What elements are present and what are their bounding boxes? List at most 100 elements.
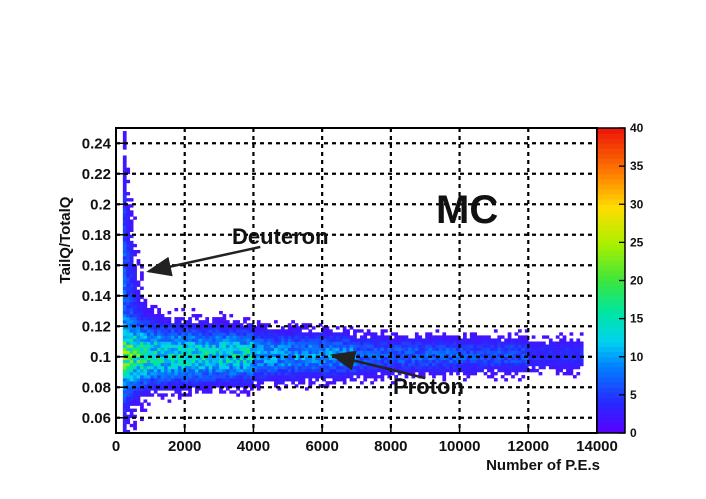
- heatmap-cell: [236, 359, 240, 364]
- heatmap-cell: [545, 362, 550, 367]
- heatmap-cell: [205, 362, 210, 367]
- heatmap-cell: [122, 234, 127, 239]
- heatmap-cell: [507, 362, 512, 367]
- heatmap-cell: [342, 375, 347, 379]
- heatmap-cell: [126, 283, 131, 287]
- heatmap-cell: [201, 381, 206, 385]
- heatmap-cell: [349, 335, 354, 339]
- heatmap-cell: [243, 338, 247, 342]
- heatmap-cell: [366, 350, 371, 354]
- heatmap-cell: [298, 362, 302, 367]
- heatmap-cell: [167, 311, 172, 315]
- heatmap-cell: [566, 372, 570, 376]
- heatmap-cell: [160, 314, 165, 318]
- heatmap-cell: [133, 301, 137, 306]
- heatmap-cell: [511, 350, 515, 354]
- heatmap-cell: [263, 375, 268, 379]
- heatmap-cell: [425, 344, 429, 348]
- colorbar-segment: [597, 168, 625, 175]
- heatmap-cell: [514, 372, 519, 376]
- heatmap-cell: [122, 326, 127, 330]
- heatmap-cell: [136, 402, 141, 406]
- heatmap-cell: [208, 344, 213, 348]
- heatmap-cell: [122, 408, 127, 412]
- heatmap-cell: [329, 347, 333, 351]
- heatmap-cell: [459, 359, 464, 364]
- heatmap-cell: [542, 344, 546, 348]
- heatmap-cell: [274, 378, 278, 382]
- heatmap-cell: [201, 338, 206, 342]
- heatmap-cell: [287, 359, 292, 364]
- heatmap-cell: [504, 338, 508, 342]
- heatmap-cell: [167, 381, 172, 385]
- heatmap-cell: [414, 344, 419, 348]
- heatmap-cell: [356, 350, 361, 354]
- heatmap-cell: [397, 350, 402, 354]
- heatmap-cell: [548, 362, 553, 367]
- heatmap-cell: [126, 213, 131, 217]
- heatmap-cell: [243, 320, 247, 324]
- heatmap-cell: [143, 362, 148, 367]
- heatmap-cell: [225, 375, 230, 379]
- heatmap-cell: [157, 332, 161, 336]
- heatmap-cell: [129, 378, 134, 382]
- heatmap-cell: [164, 341, 168, 345]
- heatmap-cell: [304, 332, 309, 336]
- heatmap-cell: [442, 341, 447, 345]
- heatmap-cell: [280, 335, 285, 339]
- heatmap-cell: [143, 314, 148, 318]
- heatmap-cell: [435, 338, 440, 342]
- heatmap-cell: [380, 372, 385, 376]
- heatmap-cell: [143, 332, 148, 336]
- heatmap-cell: [318, 356, 323, 361]
- heatmap-cell: [191, 381, 196, 385]
- heatmap-cell: [469, 350, 474, 354]
- heatmap-cell: [366, 372, 371, 376]
- heatmap-cell: [377, 375, 381, 379]
- heatmap-cell: [291, 353, 295, 358]
- heatmap-cell: [143, 368, 148, 373]
- heatmap-cell: [212, 384, 216, 388]
- heatmap-cell: [126, 289, 131, 293]
- heatmap-cell: [133, 372, 137, 376]
- colorbar-segment: [597, 351, 625, 358]
- colorbar-segment: [597, 366, 625, 373]
- heatmap-cell: [122, 240, 127, 245]
- heatmap-cell: [301, 332, 306, 336]
- heatmap-cell: [239, 347, 244, 351]
- heatmap-cell: [150, 387, 155, 391]
- heatmap-cell: [370, 381, 374, 385]
- heatmap-cell: [212, 332, 216, 336]
- heatmap-cell: [136, 393, 141, 397]
- heatmap-cell: [394, 362, 399, 367]
- heatmap-cell: [215, 359, 220, 364]
- heatmap-cell: [263, 341, 268, 345]
- heatmap-cell: [542, 362, 546, 367]
- heatmap-cell: [304, 347, 309, 351]
- heatmap-cell: [239, 372, 244, 376]
- heatmap-cell: [452, 338, 457, 342]
- heatmap-cell: [239, 344, 244, 348]
- heatmap-cell: [535, 359, 539, 364]
- heatmap-cell: [517, 350, 522, 354]
- heatmap-cell: [129, 268, 134, 272]
- heatmap-cell: [555, 344, 560, 348]
- heatmap-cell: [524, 365, 529, 370]
- heatmap-cell: [469, 335, 474, 339]
- heatmap-cell: [411, 350, 416, 354]
- heatmap-cell: [294, 356, 299, 361]
- heatmap-cell: [301, 372, 306, 376]
- heatmap-cell: [497, 353, 502, 358]
- heatmap-cell: [167, 365, 172, 370]
- heatmap-cell: [215, 353, 220, 358]
- heatmap-cell: [315, 353, 320, 358]
- heatmap-cell: [452, 341, 457, 345]
- heatmap-cell: [222, 332, 227, 336]
- heatmap-cell: [404, 335, 409, 339]
- heatmap-cell: [263, 378, 268, 382]
- heatmap-cell: [126, 286, 131, 290]
- heatmap-cell: [390, 353, 395, 358]
- heatmap-cell: [188, 381, 192, 385]
- heatmap-cell: [308, 381, 313, 385]
- heatmap-cell: [517, 329, 522, 333]
